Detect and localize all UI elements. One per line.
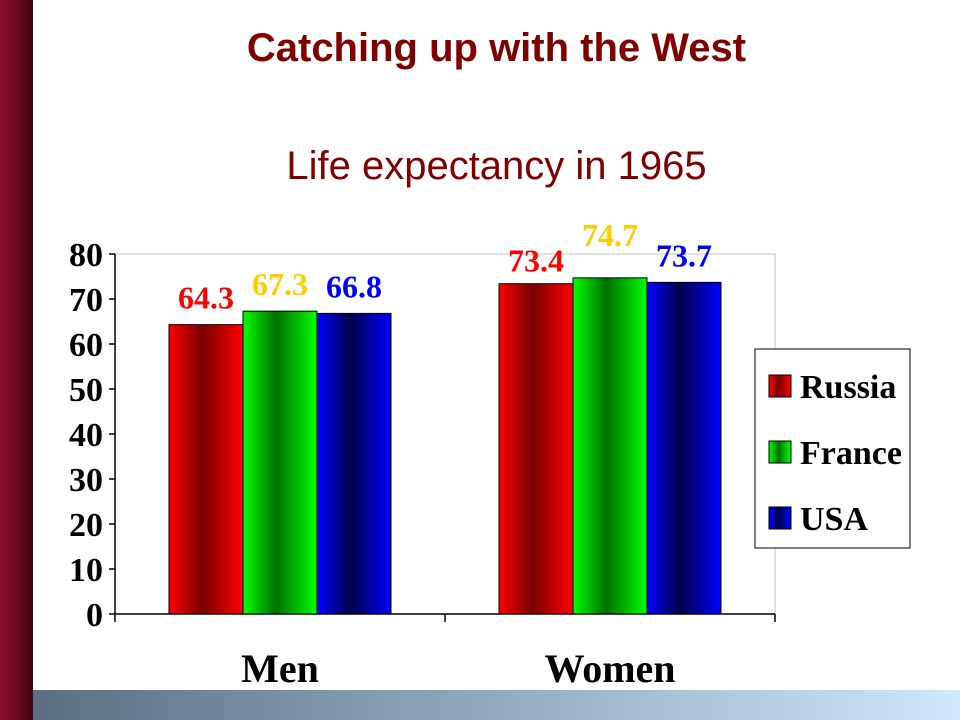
y-tick-label: 10 — [69, 552, 103, 589]
y-tick-label: 70 — [69, 282, 103, 319]
x-category-label: Women — [544, 646, 675, 691]
data-labels-layer: 64.3 67.3 66.8 73.4 74.7 73.7 — [178, 217, 712, 316]
x-category-label: Men — [241, 646, 319, 691]
bar-france-men — [242, 310, 318, 615]
y-tick-label: 0 — [86, 597, 103, 634]
y-tick-label: 30 — [69, 462, 103, 499]
y-tick-label: 60 — [69, 327, 103, 364]
bars-layer — [168, 277, 722, 615]
data-label-russia-women: 73.4 — [508, 243, 564, 279]
data-label-usa-women: 73.7 — [656, 237, 712, 273]
data-label-france-women: 74.7 — [582, 217, 638, 253]
chart-title: Life expectancy in 1965 — [286, 144, 707, 188]
data-label-russia-men: 64.3 — [178, 280, 234, 316]
legend-label-russia: Russia — [800, 369, 896, 406]
bar-usa-women — [646, 281, 722, 615]
y-tick-label: 50 — [69, 372, 103, 409]
bar-russia-women — [498, 283, 574, 615]
legend-swatch-france — [768, 440, 792, 464]
data-label-usa-men: 66.8 — [326, 268, 382, 304]
left-accent-bar — [0, 0, 33, 720]
y-tick-label: 20 — [69, 507, 103, 544]
slide-title: Catching up with the West — [246, 26, 747, 70]
bar-russia-men — [168, 324, 244, 615]
bottom-accent-bar — [33, 690, 960, 720]
legend-label-france: France — [800, 435, 902, 472]
legend-label-usa: USA — [800, 501, 868, 538]
data-label-france-men: 67.3 — [252, 266, 308, 302]
y-tick-label: 40 — [69, 417, 103, 454]
bar-usa-men — [316, 312, 392, 615]
bar-france-women — [572, 277, 648, 615]
legend: Russia France USA — [754, 348, 911, 549]
legend-swatch-usa — [768, 506, 792, 530]
y-tick-label: 80 — [69, 237, 103, 274]
legend-swatch-russia — [768, 374, 792, 398]
